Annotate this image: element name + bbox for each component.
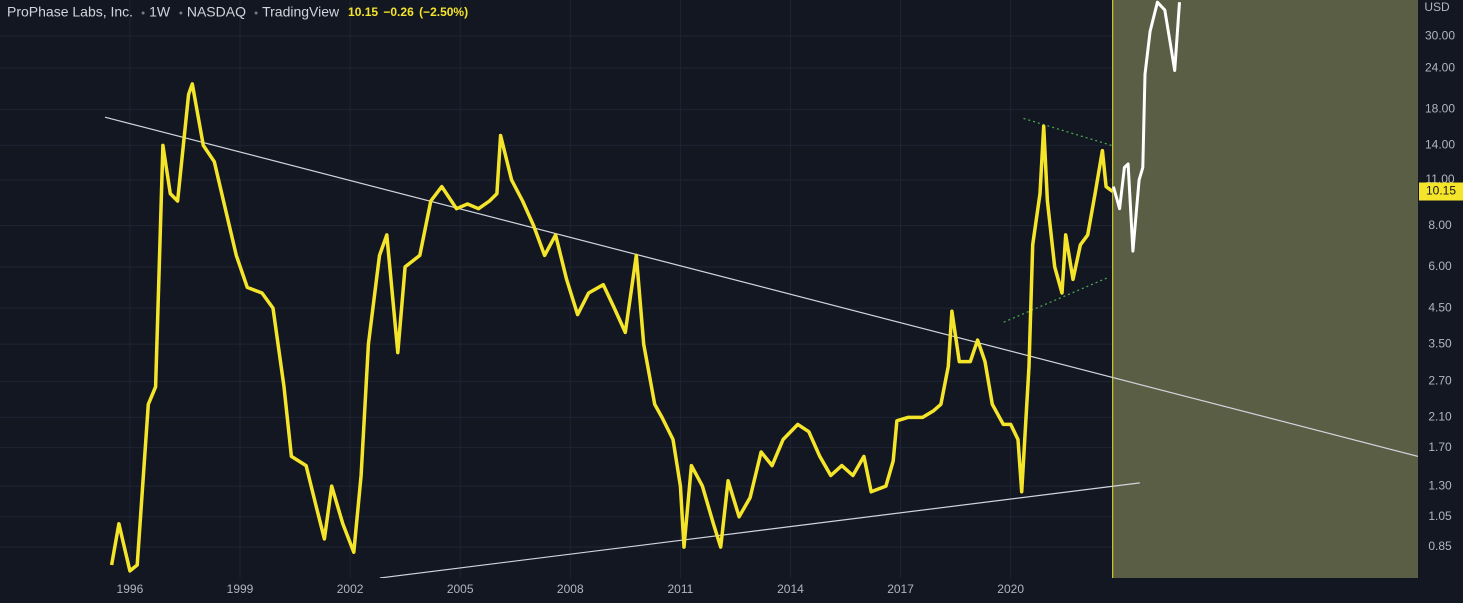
price-change: −0.26 [383, 5, 414, 19]
y-tick-label: 3.50 [1428, 336, 1452, 350]
price-line [109, 82, 1114, 573]
price-line [1111, 0, 1181, 253]
y-tick-label: 30.00 [1425, 28, 1455, 42]
last-price: 10.15 [348, 5, 378, 19]
exchange: NASDAQ [187, 4, 246, 20]
trend-line [1023, 117, 1112, 146]
y-tick-label: 4.50 [1428, 300, 1452, 314]
x-tick-label: 2014 [777, 582, 804, 596]
shaded-region [1112, 0, 1418, 578]
trend-line [379, 482, 1140, 578]
plot-area [104, 0, 1418, 578]
x-tick-label: 1996 [117, 582, 144, 596]
y-tick-label: 0.85 [1428, 539, 1452, 553]
x-tick-label: 2020 [997, 582, 1024, 596]
x-tick-label: 2017 [887, 582, 914, 596]
separator [141, 11, 145, 15]
y-tick-label: 14.00 [1425, 138, 1455, 152]
source: TradingView [262, 4, 340, 20]
header: ProPhase Labs, Inc. 1W NASDAQ TradingVie… [7, 4, 468, 20]
price-change-percent: (−2.50%) [419, 5, 468, 19]
y-tick-label: 1.30 [1428, 478, 1452, 492]
last-price-tag [1419, 182, 1463, 201]
y-tick-label: 1.05 [1428, 509, 1452, 523]
y-tick-label: 2.10 [1428, 410, 1452, 424]
axes: 30.0024.0018.0014.0011.008.006.004.503.5… [117, 0, 1463, 596]
trend-line [1003, 276, 1109, 323]
x-tick-label: 2002 [337, 582, 364, 596]
y-tick-label: 18.00 [1425, 102, 1455, 116]
x-tick-label: 2005 [447, 582, 474, 596]
currency-label: USD [1424, 0, 1450, 14]
y-tick-label: 2.70 [1428, 374, 1452, 388]
y-tick-label: 8.00 [1428, 218, 1452, 232]
x-tick-label: 2008 [557, 582, 584, 596]
separator [179, 11, 183, 15]
x-tick-label: 2011 [667, 582, 693, 596]
y-tick-label: 24.00 [1425, 60, 1455, 74]
y-tick-label: 6.00 [1428, 259, 1452, 273]
trend-line [104, 116, 1418, 457]
y-tick-label: 1.70 [1428, 440, 1452, 454]
separator [254, 11, 258, 15]
interval: 1W [149, 4, 171, 20]
symbol-name: ProPhase Labs, Inc. [7, 4, 133, 20]
last-price-label: 10.15 [1426, 184, 1456, 198]
x-tick-label: 1999 [227, 582, 254, 596]
